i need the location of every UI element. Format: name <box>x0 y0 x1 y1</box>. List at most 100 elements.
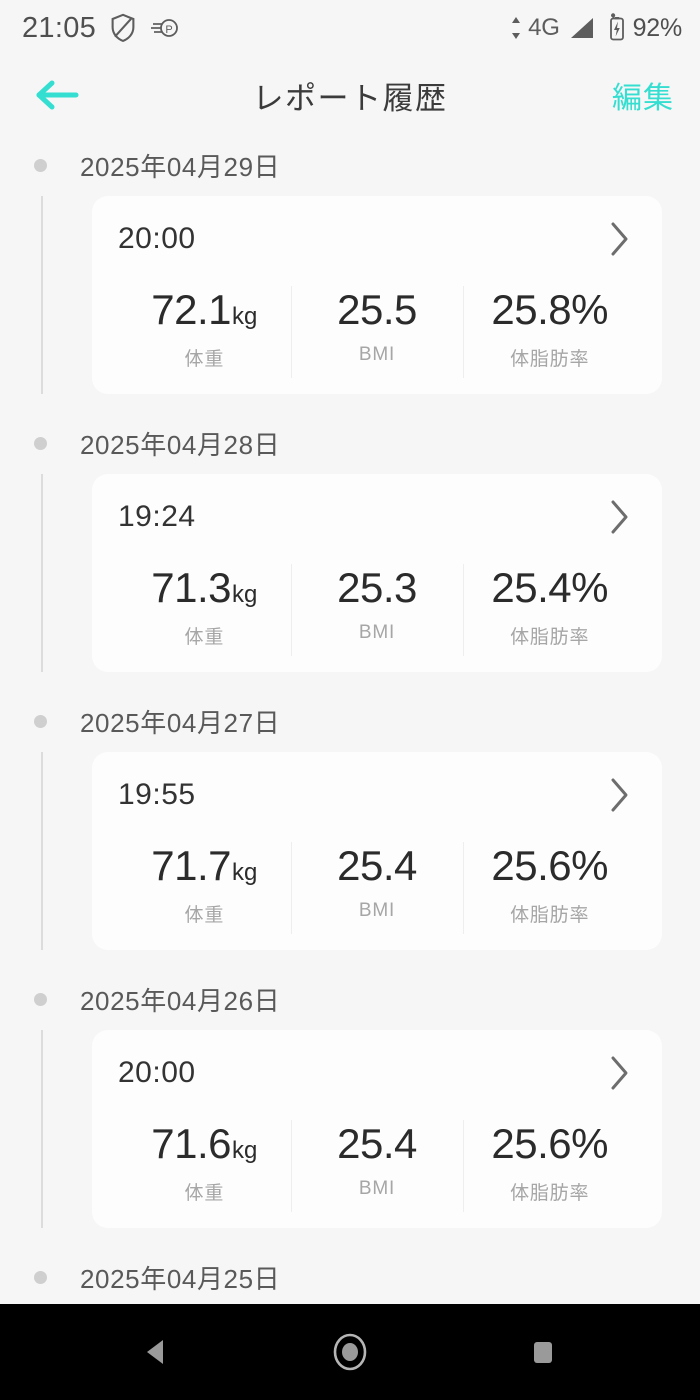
date-group: 2025年04月25日 <box>0 1246 700 1304</box>
metric-bodyfat-value: 25.4% <box>491 564 608 612</box>
metric-bmi: 25.4 BMI <box>290 838 464 950</box>
chevron-right-icon[interactable] <box>602 778 636 812</box>
date-group-header: 2025年04月27日 <box>0 690 700 752</box>
metric-bmi-label: BMI <box>358 344 396 366</box>
metric-bodyfat-label: 体脂肪率 <box>510 1183 590 1205</box>
metric-bmi: 25.3 BMI <box>290 560 464 672</box>
status-bar: 21:05 P <box>0 0 700 56</box>
metric-weight-number: 71.3 <box>151 564 232 611</box>
metric-bmi-value: 25.4 <box>337 1120 417 1168</box>
metric-bodyfat-value: 25.6% <box>491 1120 608 1168</box>
metric-bodyfat-value: 25.6% <box>491 842 608 890</box>
timeline-bullet-icon <box>34 436 47 450</box>
metric-bmi-number: 25.5 <box>337 286 417 333</box>
measurement-card-header: 19:55 <box>118 752 636 838</box>
metric-weight-value: 71.3 kg <box>151 564 257 612</box>
metric-bmi-number: 25.4 <box>337 842 417 889</box>
network-type-label: 4G <box>528 14 560 41</box>
signal-bars-icon <box>565 14 597 42</box>
metric-bmi-number: 25.4 <box>337 1120 417 1167</box>
measurement-card[interactable]: 20:00 71.6 kg 体重 25.4 BMI 25.6% 体脂肪率 <box>92 1030 662 1228</box>
svg-text:P: P <box>165 24 172 36</box>
measurement-card-header: 20:00 <box>118 1030 636 1116</box>
date-group: 2025年04月28日 19:24 71.3 kg 体重 25.3 BMI 25.4% 体脂肪率 <box>0 412 700 690</box>
group-spacer <box>0 1228 700 1246</box>
date-group-body: 19:55 71.7 kg 体重 25.4 BMI 25.6% 体脂肪率 <box>0 752 700 950</box>
measurement-card[interactable]: 19:55 71.7 kg 体重 25.4 BMI 25.6% 体脂肪率 <box>92 752 662 950</box>
metric-weight-unit: kg <box>232 581 258 608</box>
app-bar: レポート履歴 編集 <box>0 56 700 134</box>
metric-weight-label: 体重 <box>184 627 225 649</box>
shield-slash-icon <box>109 13 137 43</box>
metric-bmi-label: BMI <box>358 1178 396 1200</box>
metric-bodyfat: 25.6% 体脂肪率 <box>463 1116 636 1228</box>
chevron-right-icon[interactable] <box>602 500 636 534</box>
chevron-right-icon[interactable] <box>602 222 636 256</box>
metric-bmi-value: 25.4 <box>337 842 417 890</box>
metric-bodyfat: 25.8% 体脂肪率 <box>463 282 636 394</box>
date-label: 2025年04月29日 <box>80 151 281 182</box>
nav-recents-button[interactable] <box>501 1310 585 1394</box>
date-group-body: 20:00 72.1 kg 体重 25.5 BMI 25.8% 体脂肪率 <box>0 196 700 394</box>
metrics-row: 71.7 kg 体重 25.4 BMI 25.6% 体脂肪率 <box>118 838 636 950</box>
date-group-body: 19:24 71.3 kg 体重 25.3 BMI 25.4% 体脂肪率 <box>0 474 700 672</box>
power-save-p-icon: P <box>150 15 180 41</box>
metrics-row: 71.3 kg 体重 25.3 BMI 25.4% 体脂肪率 <box>118 560 636 672</box>
report-history-list[interactable]: 2025年04月29日 20:00 72.1 kg 体重 25.5 BMI 25.8% 体脂肪率… <box>0 134 700 1304</box>
metric-weight-value: 71.6 kg <box>151 1120 257 1168</box>
battery-charging-icon <box>602 13 628 43</box>
chevron-right-icon[interactable] <box>602 1056 636 1090</box>
date-group-body: 20:00 71.6 kg 体重 25.4 BMI 25.6% 体脂肪率 <box>0 1030 700 1228</box>
timeline-line <box>41 196 43 394</box>
metric-weight-number: 71.6 <box>151 1120 232 1167</box>
measurement-time: 20:00 <box>118 222 196 255</box>
status-clock: 21:05 <box>22 11 97 44</box>
status-bar-left: 21:05 P <box>22 13 180 43</box>
metric-bodyfat-number: 25.4% <box>491 564 608 611</box>
metric-weight-label: 体重 <box>184 905 225 927</box>
edit-button[interactable]: 編集 <box>612 82 674 115</box>
metric-bmi-label: BMI <box>358 900 396 922</box>
metric-weight-unit: kg <box>232 303 258 330</box>
page-title: レポート履歴 <box>252 80 448 116</box>
date-label: 2025年04月26日 <box>80 985 281 1016</box>
date-group: 2025年04月29日 20:00 72.1 kg 体重 25.5 BMI 25.8% 体脂肪率 <box>0 134 700 412</box>
timeline-bullet-icon <box>34 714 47 728</box>
timeline-line <box>41 1030 43 1228</box>
metric-bodyfat: 25.6% 体脂肪率 <box>463 838 636 950</box>
date-group-header: 2025年04月26日 <box>0 968 700 1030</box>
group-spacer <box>0 672 700 690</box>
metric-bmi-value: 25.3 <box>337 564 417 612</box>
date-group: 2025年04月26日 20:00 71.6 kg 体重 25.4 BMI 25.6% 体脂肪率 <box>0 968 700 1246</box>
date-group-header: 2025年04月29日 <box>0 134 700 196</box>
nav-home-button[interactable] <box>308 1310 392 1394</box>
metric-bmi-number: 25.3 <box>337 564 417 611</box>
measurement-card[interactable]: 19:24 71.3 kg 体重 25.3 BMI 25.4% 体脂肪率 <box>92 474 662 672</box>
metric-bodyfat-number: 25.6% <box>491 1120 608 1167</box>
date-label: 2025年04月27日 <box>80 707 281 738</box>
measurement-card[interactable]: 20:00 72.1 kg 体重 25.5 BMI 25.8% 体脂肪率 <box>92 196 662 394</box>
measurement-time: 19:55 <box>118 778 196 811</box>
date-group-header: 2025年04月28日 <box>0 412 700 474</box>
metric-bodyfat-number: 25.8% <box>491 286 608 333</box>
metric-weight-number: 72.1 <box>151 286 232 333</box>
date-label: 2025年04月25日 <box>80 1263 281 1294</box>
measurement-time: 19:24 <box>118 500 196 533</box>
nav-back-button[interactable] <box>115 1310 199 1394</box>
timeline-bullet-icon <box>34 1270 47 1284</box>
metric-weight-unit: kg <box>232 859 258 886</box>
metric-bmi: 25.5 BMI <box>290 282 464 394</box>
metric-bodyfat-label: 体脂肪率 <box>510 627 590 649</box>
metric-weight-value: 71.7 kg <box>151 842 257 890</box>
metrics-row: 72.1 kg 体重 25.5 BMI 25.8% 体脂肪率 <box>118 282 636 394</box>
square-recents-icon <box>527 1336 559 1368</box>
back-button[interactable] <box>28 67 84 123</box>
metric-bodyfat-value: 25.8% <box>491 286 608 334</box>
timeline-line <box>41 752 43 950</box>
metric-weight-label: 体重 <box>184 1183 225 1205</box>
metric-bmi-value: 25.5 <box>337 286 417 334</box>
up-down-arrows-icon <box>509 15 523 41</box>
measurement-time: 20:00 <box>118 1056 196 1089</box>
metric-bodyfat-number: 25.6% <box>491 842 608 889</box>
